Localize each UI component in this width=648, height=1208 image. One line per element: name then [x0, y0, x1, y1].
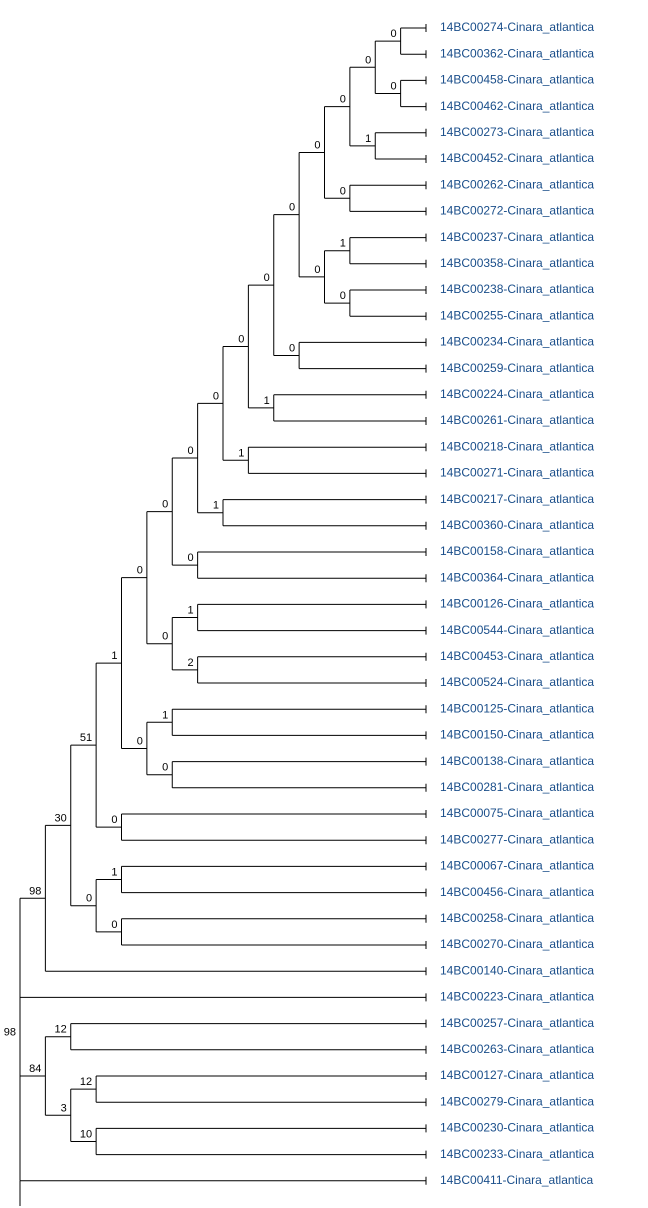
tip-label: 14BC00452-Cinara_atlantica: [440, 151, 594, 165]
support-label: 1: [188, 605, 194, 617]
tip-label: 14BC00075-Cinara_atlantica: [440, 806, 594, 820]
tip-label: 14BC00277-Cinara_atlantica: [440, 832, 594, 846]
support-label: 0: [86, 893, 92, 905]
tip-label: 14BC00258-Cinara_atlantica: [440, 911, 594, 925]
tip-label: 14BC00544-Cinara_atlantica: [440, 623, 594, 637]
support-label: 0: [264, 272, 270, 284]
support-label: 0: [365, 54, 371, 66]
tip-label: 14BC00411-Cinara_atlantica: [440, 1173, 594, 1187]
tip-label: 14BC00271-Cinara_atlantica: [440, 466, 594, 480]
tip-label: 14BC00257-Cinara_atlantica: [440, 1016, 594, 1030]
tip-label: 14BC00230-Cinara_atlantica: [440, 1121, 594, 1135]
tip-label: 14BC00364-Cinara_atlantica: [440, 570, 594, 584]
support-label: 1: [264, 395, 270, 407]
tip-label: 14BC00362-Cinara_atlantica: [440, 46, 594, 60]
support-label: 1: [238, 447, 244, 459]
support-label: 0: [340, 185, 346, 197]
tip-label: 14BC00273-Cinara_atlantica: [440, 125, 594, 139]
tip-label: 14BC00233-Cinara_atlantica: [440, 1147, 594, 1161]
support-label: 0: [340, 94, 346, 106]
support-label: 0: [391, 81, 397, 93]
support-label: 1: [111, 650, 117, 662]
tip-label: 14BC00263-Cinara_atlantica: [440, 1042, 594, 1056]
support-label: 2: [188, 657, 194, 669]
support-label: 1: [340, 238, 346, 250]
support-label: 0: [340, 290, 346, 302]
tip-label: 14BC00234-Cinara_atlantica: [440, 335, 594, 349]
tip-label: 14BC00138-Cinara_atlantica: [440, 754, 594, 768]
support-label: 10: [80, 1129, 92, 1141]
tip-label: 14BC00067-Cinara_atlantica: [440, 859, 594, 873]
support-label: 0: [188, 445, 194, 457]
support-label: 0: [188, 552, 194, 564]
tip-label: 14BC00272-Cinara_atlantica: [440, 204, 594, 218]
tip-label: 14BC00127-Cinara_atlantica: [440, 1068, 594, 1082]
tip-label: 14BC00217-Cinara_atlantica: [440, 492, 594, 506]
tip-label: 14BC00140-Cinara_atlantica: [440, 963, 594, 977]
support-label: 0: [137, 565, 143, 577]
tip-label: 14BC00259-Cinara_atlantica: [440, 361, 594, 375]
tip-label: 14BC00150-Cinara_atlantica: [440, 728, 594, 742]
tip-label: 14BC00255-Cinara_atlantica: [440, 308, 594, 322]
tip-label: 14BC00462-Cinara_atlantica: [440, 99, 594, 113]
tip-label: 14BC00360-Cinara_atlantica: [440, 518, 594, 532]
tree-svg: 9898305110000000000014BC00274-Cinara_atl…: [0, 0, 648, 1208]
support-label: 0: [289, 202, 295, 214]
support-label: 0: [314, 139, 320, 151]
support-label: 1: [213, 500, 219, 512]
tip-label: 14BC00223-Cinara_atlantica: [440, 990, 594, 1004]
support-label: 0: [391, 28, 397, 40]
support-label: 0: [162, 499, 168, 511]
tip-label: 14BC00456-Cinara_atlantica: [440, 885, 594, 899]
tip-label: 14BC00270-Cinara_atlantica: [440, 937, 594, 951]
tip-label: 14BC00238-Cinara_atlantica: [440, 282, 594, 296]
support-label: 1: [365, 133, 371, 145]
tip-label: 14BC00524-Cinara_atlantica: [440, 675, 594, 689]
tip-label: 14BC00126-Cinara_atlantica: [440, 597, 594, 611]
support-label: 98: [29, 885, 41, 897]
support-label: 98: [4, 1027, 16, 1039]
support-label: 0: [111, 814, 117, 826]
phylogenetic-tree: 9898305110000000000014BC00274-Cinara_atl…: [0, 0, 648, 1208]
tip-label: 14BC00262-Cinara_atlantica: [440, 177, 594, 191]
tip-label: 14BC00358-Cinara_atlantica: [440, 256, 594, 270]
support-label: 0: [213, 390, 219, 402]
support-label: 84: [29, 1063, 41, 1075]
support-label: 0: [162, 631, 168, 643]
support-label: 3: [61, 1102, 67, 1114]
tip-label: 14BC00237-Cinara_atlantica: [440, 230, 594, 244]
support-label: 30: [55, 812, 67, 824]
support-label: 12: [80, 1076, 92, 1088]
tip-label: 14BC00453-Cinara_atlantica: [440, 649, 594, 663]
tip-label: 14BC00261-Cinara_atlantica: [440, 413, 594, 427]
tip-label: 14BC00224-Cinara_atlantica: [440, 387, 594, 401]
support-label: 51: [80, 732, 92, 744]
support-label: 0: [289, 343, 295, 355]
support-label: 1: [162, 709, 168, 721]
tip-label: 14BC00158-Cinara_atlantica: [440, 544, 594, 558]
support-label: 0: [137, 736, 143, 748]
support-label: 0: [314, 264, 320, 276]
support-label: 0: [238, 333, 244, 345]
tip-label: 14BC00281-Cinara_atlantica: [440, 780, 594, 794]
tip-label: 14BC00218-Cinara_atlantica: [440, 439, 594, 453]
support-label: 0: [162, 762, 168, 774]
support-label: 0: [111, 919, 117, 931]
support-label: 12: [55, 1024, 67, 1036]
tip-label: 14BC00125-Cinara_atlantica: [440, 701, 594, 715]
support-label: 1: [111, 867, 117, 879]
tip-label: 14BC00279-Cinara_atlantica: [440, 1094, 594, 1108]
tip-label: 14BC00274-Cinara_atlantica: [440, 20, 594, 34]
tip-label: 14BC00458-Cinara_atlantica: [440, 73, 594, 87]
